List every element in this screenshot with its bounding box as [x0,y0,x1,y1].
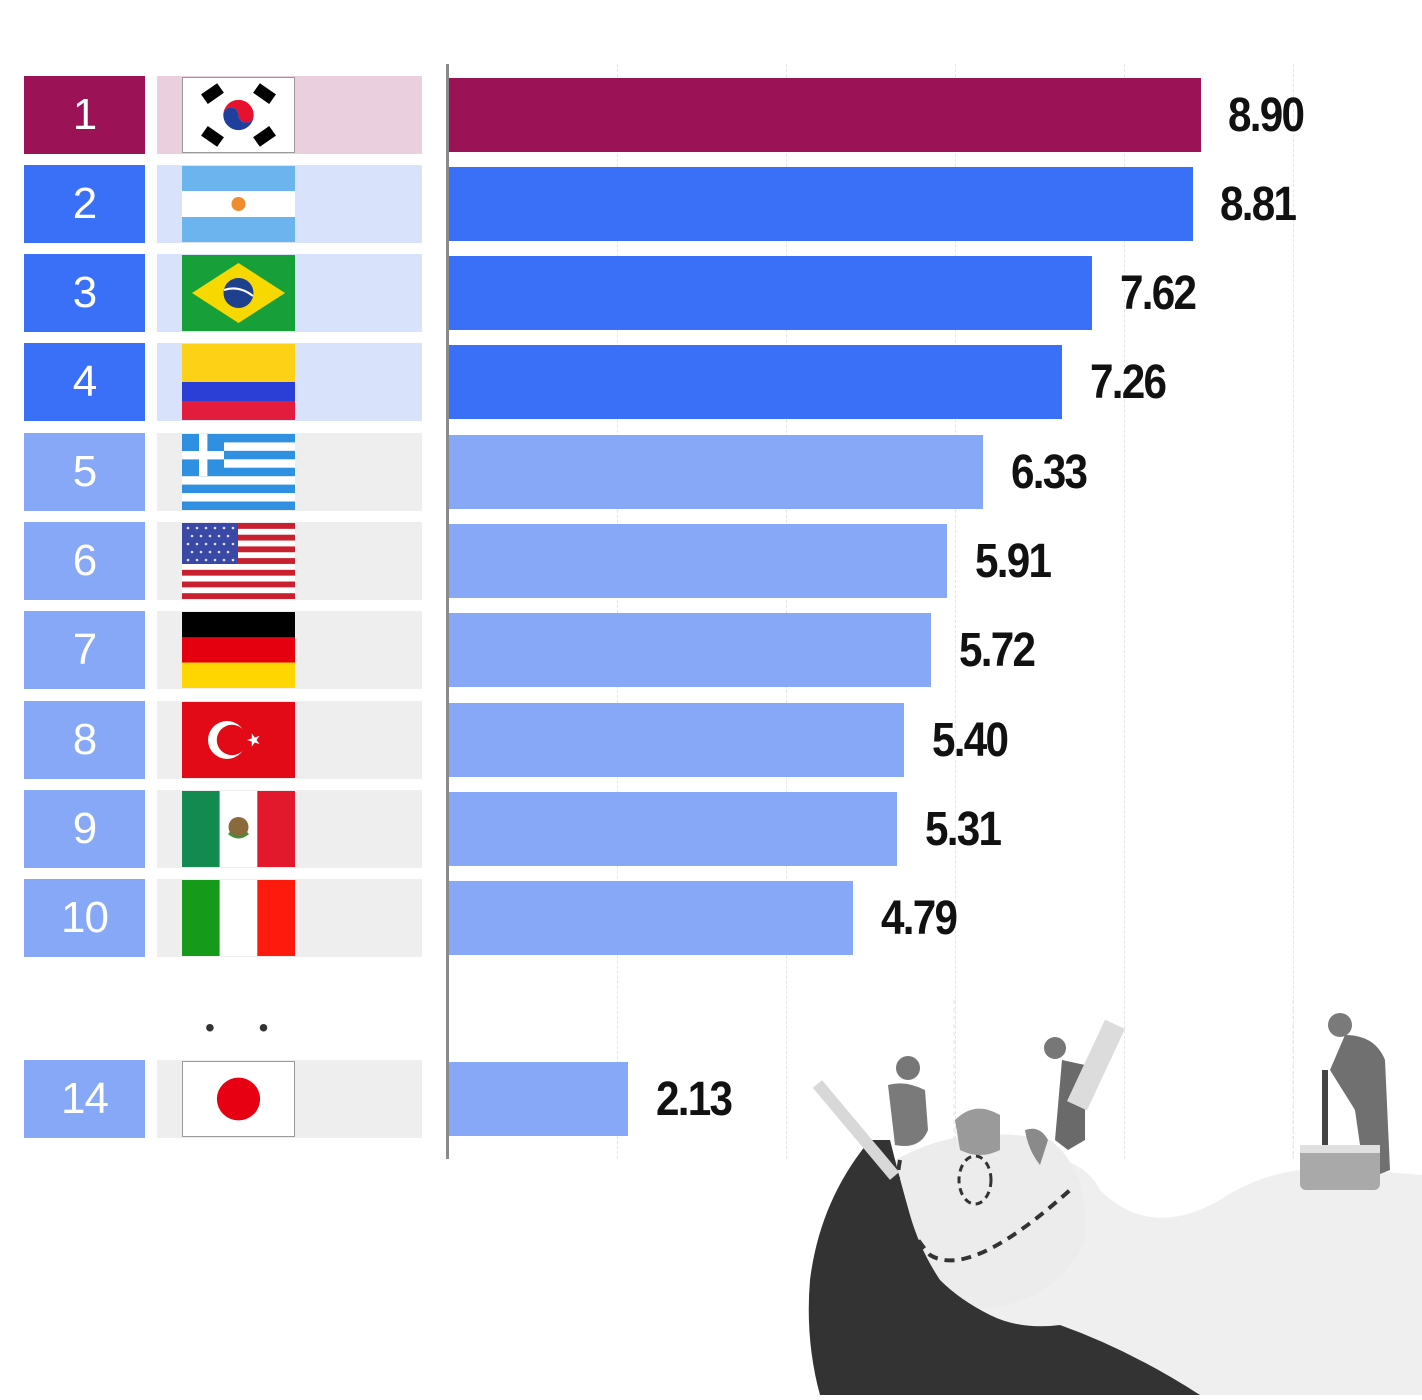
flag-turkey-icon [182,702,295,778]
chart-row: 8 5.40 [0,701,1422,779]
rank-badge: 8 [24,701,145,779]
bar [449,256,1092,330]
flag-colombia-icon [182,344,295,420]
rank-badge: 14 [24,1060,145,1138]
bar [449,167,1193,241]
chart-row: 6 [0,522,1422,600]
flag-greece-icon [182,434,295,510]
value-label: 7.26 [1090,355,1167,409]
y-axis-line [446,64,449,1159]
flag-germany-icon [182,612,295,688]
value-label: 7.62 [1120,266,1197,320]
gridline-8 [1124,64,1125,1159]
plastic-surgery-illustration [800,1000,1422,1395]
value-label: 5.72 [959,623,1036,677]
value-label: 2.13 [656,1072,733,1126]
rank-badge: 1 [24,76,145,154]
flag-japan-icon [182,1061,295,1137]
chart-row: 7 5.72 [0,611,1422,689]
rank-badge: 2 [24,165,145,243]
bar [449,703,904,777]
rank-badge: 10 [24,879,145,957]
flag-usa-icon [182,523,295,599]
bar [449,881,853,955]
chart-row: 2 8.81 [0,165,1422,243]
value-label: 6.33 [1011,445,1088,499]
bar [449,345,1062,419]
bar [449,792,897,866]
value-label: 5.40 [932,713,1009,767]
chart-row: 10 4.79 [0,879,1422,957]
gridline-6 [955,64,956,1159]
gridline-4 [786,64,787,1159]
gridline-10 [1293,64,1294,1159]
omitted-rows-ellipsis: • • [205,1012,287,1043]
bar [449,524,947,598]
value-label: 5.31 [925,802,1002,856]
flag-south-korea-icon [182,77,295,153]
bar [449,1062,628,1136]
flag-brazil-icon [182,255,295,331]
rank-badge: 7 [24,611,145,689]
bar [449,435,983,509]
chart-row: 4 7.26 [0,343,1422,421]
rank-badge: 9 [24,790,145,868]
chart-row: 14 2.13 [0,1060,1422,1138]
rank-badge: 3 [24,254,145,332]
rank-badge: 6 [24,522,145,600]
flag-italy-icon [182,880,295,956]
value-label: 5.91 [975,534,1052,588]
value-label: 8.90 [1228,88,1305,142]
rank-badge: 5 [24,433,145,511]
chart-row: 1 8.90 [0,76,1422,154]
chart-row: 5 6.33 [0,433,1422,511]
value-label: 4.79 [881,891,958,945]
chart-row: 9 5.31 [0,790,1422,868]
bar [449,78,1201,152]
flag-argentina-icon [182,166,295,242]
rank-badge: 4 [24,343,145,421]
value-label: 8.81 [1220,177,1297,231]
chart-row: 3 7.62 [0,254,1422,332]
gridline-2 [617,64,618,1159]
flag-mexico-icon [182,791,295,867]
bar [449,613,931,687]
